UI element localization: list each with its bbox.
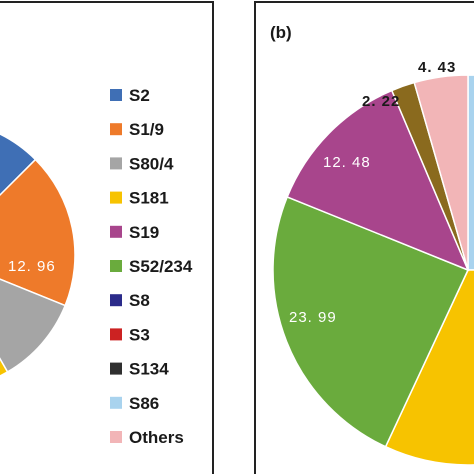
legend-label-others: Others	[129, 428, 184, 447]
panel-a-partial-label-s80-4: 46	[0, 373, 19, 390]
legend-label-s134: S134	[129, 360, 169, 379]
pie-slice-s1-9	[0, 158, 76, 307]
legend-swatch-s134	[110, 362, 122, 375]
legend-swatch-s8	[110, 294, 122, 307]
pie-slice-b-s52-234	[272, 195, 470, 448]
panel-a-legend: S2 S1/9 S80/4 S181 S19 S52/234 S8 S3 S134 S86 Othe…	[110, 86, 193, 447]
legend-label-s1-9: S1/9	[129, 120, 164, 139]
legend-swatch-s1-9	[110, 123, 122, 136]
pie-slice-s2	[0, 133, 37, 197]
panel-b-label: (b)	[270, 23, 292, 42]
legend-swatch-s80-4	[110, 157, 122, 170]
panel-a-pie	[0, 133, 76, 377]
legend-label-s2: S2	[129, 86, 150, 105]
legend-swatch-s86	[110, 396, 122, 409]
panel-b-data-label-others: 4. 43	[418, 59, 456, 76]
legend-swatch-s181	[110, 191, 122, 204]
pie-slice-b-others	[413, 74, 469, 271]
pie-slice-b-s181	[384, 269, 474, 466]
legend-swatch-s3	[110, 328, 122, 341]
pie-slice-b-s86	[467, 74, 474, 271]
panel-b-pie	[272, 74, 474, 466]
pie-slice-b-s19	[286, 89, 470, 272]
legend-label-s52-234: S52/234	[129, 257, 193, 276]
panel-b-frame	[254, 1, 474, 474]
legend-swatch-s19	[110, 225, 122, 238]
panel-b-data-label-s52-234: 23. 99	[289, 309, 337, 326]
panel-a-data-label-s1-9: 12. 96	[8, 258, 56, 275]
panel-a-frame	[0, 1, 214, 474]
legend-label-s8: S8	[129, 291, 150, 310]
legend-swatch-others	[110, 431, 122, 443]
legend-swatch-s52-234	[110, 260, 122, 272]
legend-label-s80-4: S80/4	[129, 154, 174, 173]
panel-b-data-label-s19: 12. 48	[323, 154, 371, 171]
pie-slice-s181	[0, 357, 9, 377]
pie-slice-s80-4	[0, 278, 67, 373]
legend-label-s3: S3	[129, 325, 150, 344]
legend-label-s181: S181	[129, 189, 169, 208]
panel-b-data-label-s134: 2. 22	[362, 93, 400, 110]
legend-swatch-s2	[110, 89, 122, 101]
legend-label-s86: S86	[129, 394, 159, 413]
legend-label-s19: S19	[129, 223, 159, 242]
